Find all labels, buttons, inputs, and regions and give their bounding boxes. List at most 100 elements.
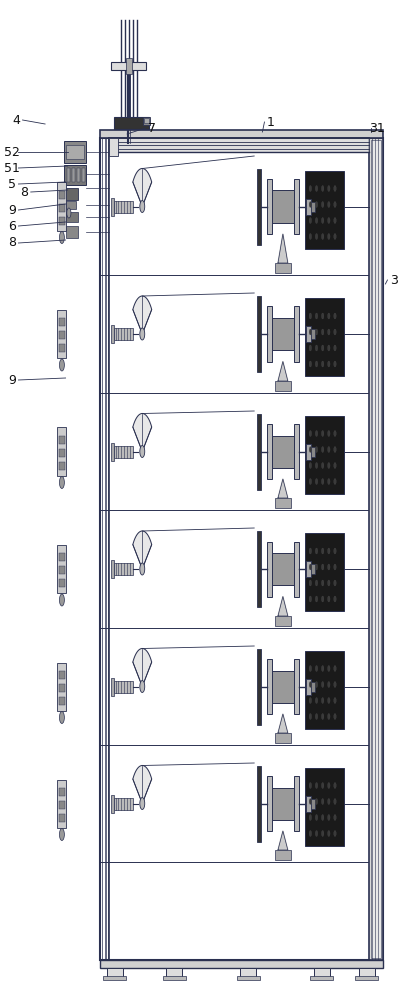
Text: 6: 6 bbox=[8, 220, 16, 232]
Bar bbox=[111, 678, 113, 696]
Circle shape bbox=[315, 186, 317, 192]
Circle shape bbox=[315, 548, 317, 554]
Bar bbox=[58, 800, 65, 808]
Bar bbox=[57, 662, 66, 710]
Bar bbox=[111, 325, 113, 343]
Bar bbox=[58, 566, 65, 574]
Circle shape bbox=[139, 446, 144, 458]
Bar bbox=[103, 976, 126, 980]
Bar bbox=[65, 226, 78, 238]
Circle shape bbox=[321, 548, 323, 554]
Bar bbox=[110, 62, 145, 70]
Bar bbox=[72, 168, 75, 182]
Circle shape bbox=[321, 345, 323, 351]
Bar bbox=[271, 190, 294, 223]
Bar bbox=[100, 138, 382, 960]
Circle shape bbox=[327, 798, 329, 804]
Circle shape bbox=[327, 814, 329, 820]
Circle shape bbox=[308, 596, 311, 602]
Bar bbox=[257, 296, 260, 372]
Text: 1: 1 bbox=[266, 115, 274, 128]
Circle shape bbox=[315, 564, 317, 570]
Circle shape bbox=[327, 580, 329, 586]
Bar bbox=[274, 850, 290, 860]
Circle shape bbox=[315, 329, 317, 335]
Circle shape bbox=[327, 430, 329, 436]
Bar bbox=[239, 968, 256, 978]
Circle shape bbox=[315, 713, 317, 719]
Circle shape bbox=[333, 446, 335, 452]
Text: 52: 52 bbox=[4, 145, 20, 158]
Circle shape bbox=[321, 218, 323, 224]
Polygon shape bbox=[133, 169, 151, 207]
Circle shape bbox=[333, 798, 335, 804]
Circle shape bbox=[308, 430, 311, 436]
Circle shape bbox=[308, 329, 311, 335]
Circle shape bbox=[321, 682, 323, 688]
Bar bbox=[57, 780, 66, 827]
Bar bbox=[293, 306, 298, 361]
Circle shape bbox=[308, 713, 311, 719]
Circle shape bbox=[315, 202, 317, 208]
Circle shape bbox=[315, 666, 317, 672]
Bar bbox=[113, 117, 148, 129]
Bar bbox=[257, 648, 260, 724]
Bar bbox=[58, 670, 65, 678]
Bar bbox=[266, 306, 271, 361]
Bar bbox=[63, 188, 78, 200]
Bar bbox=[293, 659, 298, 714]
Text: 9: 9 bbox=[8, 204, 16, 217]
Bar bbox=[271, 788, 294, 820]
Bar bbox=[266, 542, 271, 596]
Circle shape bbox=[139, 798, 144, 810]
Bar bbox=[63, 165, 86, 185]
Bar bbox=[100, 130, 382, 138]
Circle shape bbox=[333, 361, 335, 367]
Bar bbox=[58, 344, 65, 352]
Bar bbox=[313, 968, 329, 978]
Bar bbox=[370, 140, 380, 958]
Circle shape bbox=[333, 596, 335, 602]
Bar bbox=[271, 318, 294, 350]
Circle shape bbox=[333, 682, 335, 688]
Bar bbox=[271, 553, 294, 585]
Circle shape bbox=[315, 446, 317, 452]
Bar bbox=[266, 776, 271, 831]
Bar bbox=[257, 531, 260, 607]
Polygon shape bbox=[277, 234, 287, 263]
Circle shape bbox=[333, 782, 335, 788]
Bar bbox=[162, 976, 185, 980]
Bar bbox=[65, 145, 84, 159]
Circle shape bbox=[315, 462, 317, 468]
Circle shape bbox=[327, 564, 329, 570]
Circle shape bbox=[321, 798, 323, 804]
Circle shape bbox=[321, 564, 323, 570]
Circle shape bbox=[327, 713, 329, 719]
Circle shape bbox=[308, 479, 311, 485]
Circle shape bbox=[327, 548, 329, 554]
Bar bbox=[113, 798, 133, 810]
Bar bbox=[58, 217, 65, 225]
Bar bbox=[113, 200, 133, 213]
Circle shape bbox=[59, 712, 64, 724]
Circle shape bbox=[333, 580, 335, 586]
Circle shape bbox=[308, 814, 311, 820]
Bar bbox=[311, 329, 314, 339]
Bar bbox=[58, 318, 65, 326]
Circle shape bbox=[327, 345, 329, 351]
Bar bbox=[305, 650, 344, 728]
Circle shape bbox=[321, 233, 323, 239]
Circle shape bbox=[333, 202, 335, 208]
Polygon shape bbox=[133, 296, 151, 334]
Bar bbox=[306, 326, 311, 342]
Circle shape bbox=[308, 782, 311, 788]
Text: 3: 3 bbox=[389, 273, 397, 286]
Bar bbox=[58, 331, 65, 339]
Circle shape bbox=[315, 814, 317, 820]
Bar bbox=[144, 118, 148, 123]
Bar bbox=[305, 170, 344, 248]
Bar bbox=[305, 416, 344, 494]
Circle shape bbox=[333, 548, 335, 554]
Bar bbox=[57, 428, 66, 476]
Circle shape bbox=[315, 233, 317, 239]
